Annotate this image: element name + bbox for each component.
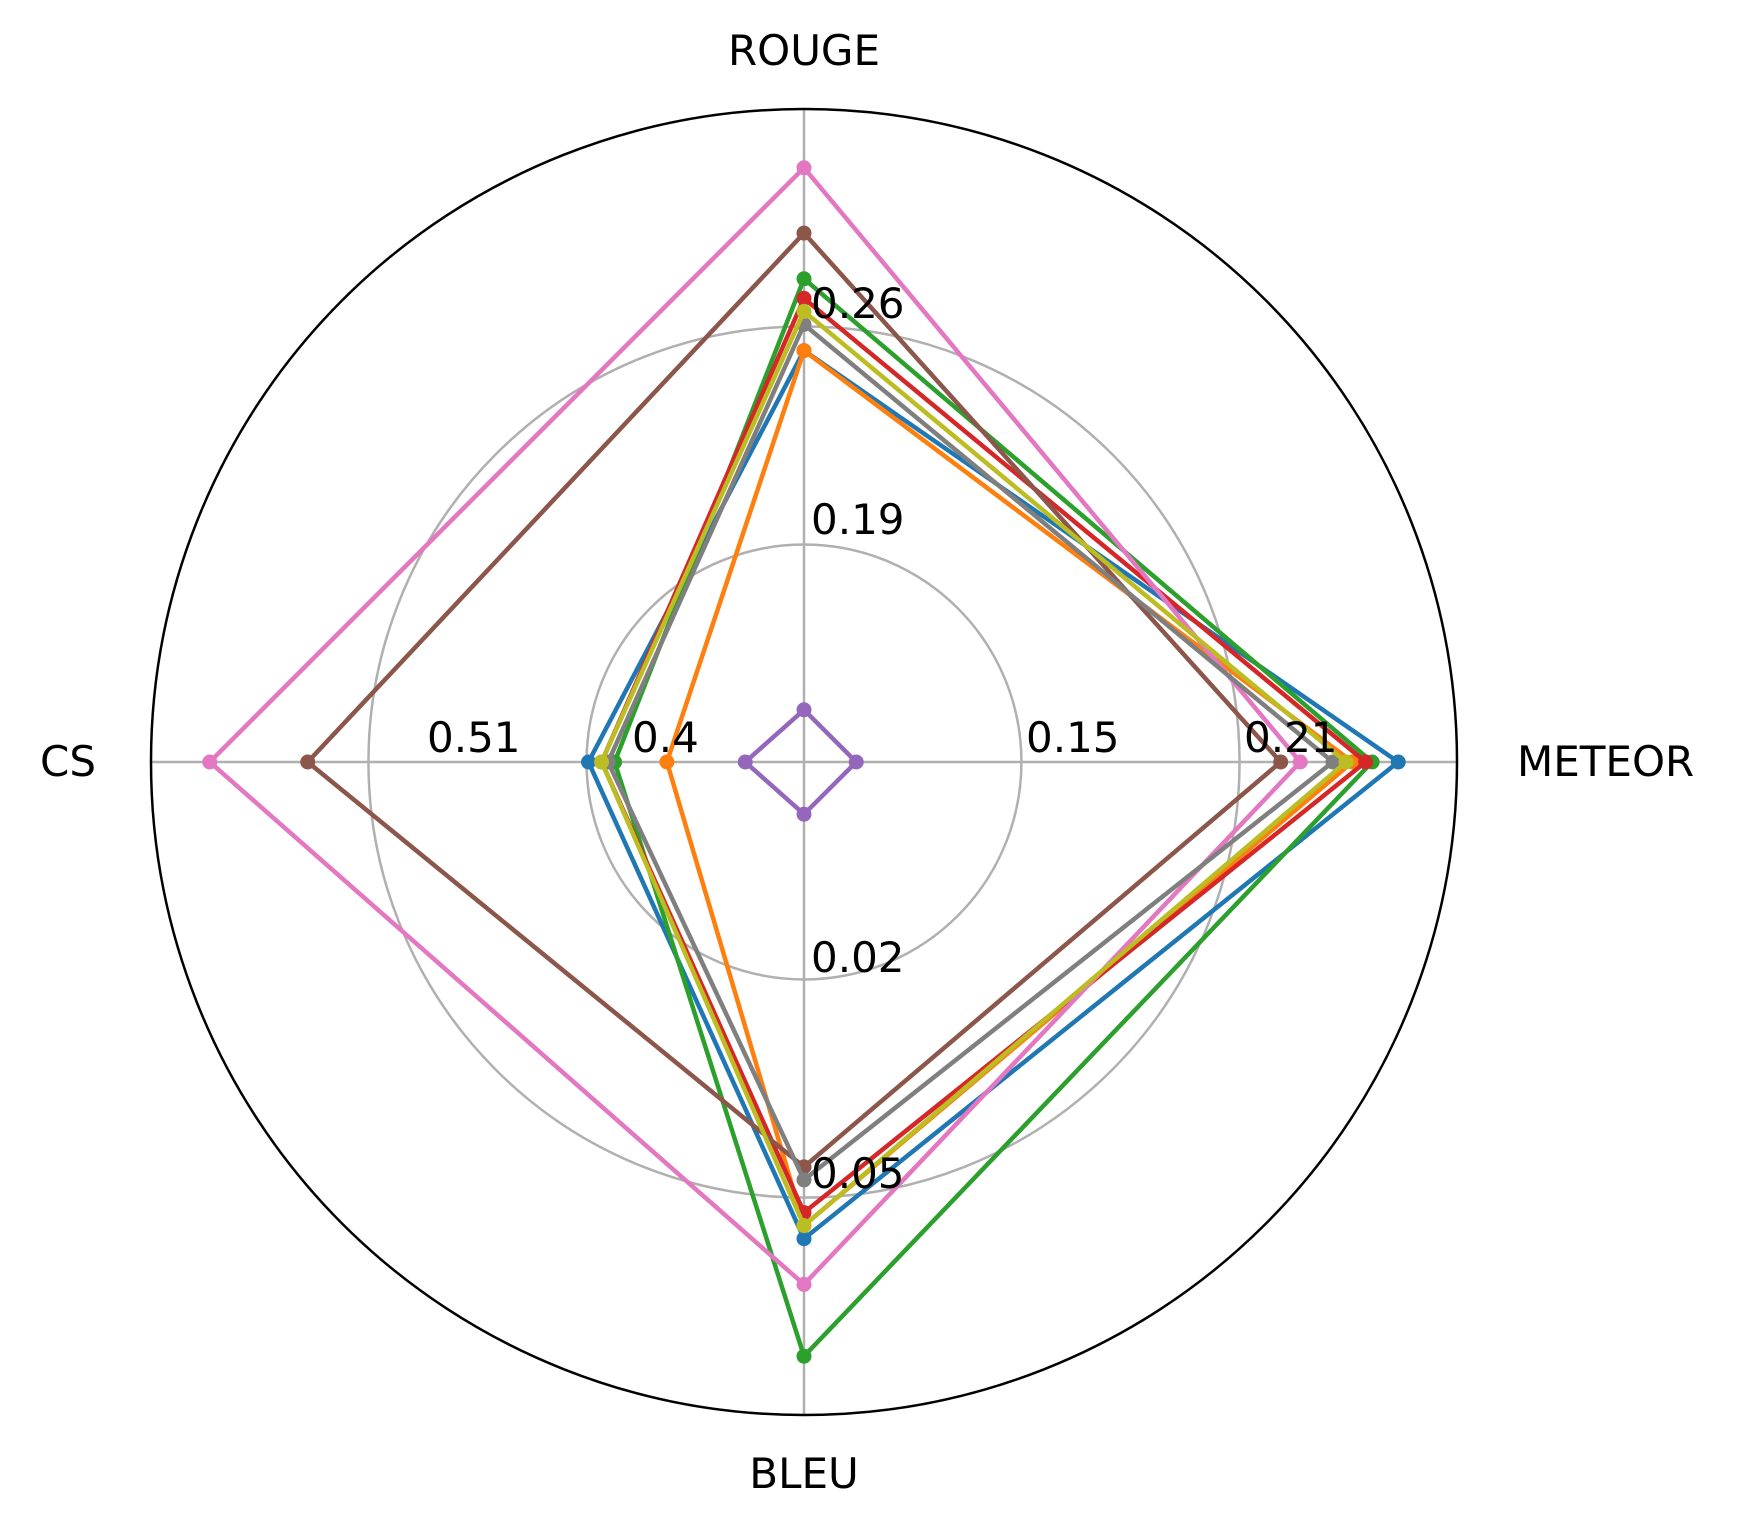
series-layer	[202, 160, 1406, 1364]
tick-label-meteor-2: 0.21	[1244, 713, 1338, 762]
axis-label-meteor: METEOR	[1517, 737, 1694, 786]
outer-frame	[149, 107, 1459, 1417]
series-4-point-meteor	[1358, 754, 1374, 770]
tick-label-bleu-1: 0.02	[811, 933, 905, 982]
axis-label-bleu: BLEU	[749, 1449, 859, 1498]
tick-label-cs-2: 0.51	[427, 713, 521, 762]
axis-labels: METEOR ROUGE CS BLEU	[40, 26, 1694, 1498]
series-5	[737, 702, 864, 822]
series-5-point-rouge	[796, 702, 812, 718]
series-3-point-bleu	[796, 1348, 812, 1364]
series-5-point-bleu	[796, 806, 812, 822]
series-8-line	[605, 320, 1337, 1184]
series-9	[594, 303, 1354, 1234]
axis-label-rouge: ROUGE	[728, 26, 880, 75]
series-1-point-bleu	[796, 1231, 812, 1247]
tick-label-cs-1: 0.4	[632, 713, 699, 762]
series-1-point-meteor	[1390, 754, 1406, 770]
series-2-point-rouge	[796, 343, 812, 359]
series-7-point-rouge	[796, 160, 812, 176]
series-6-point-meteor	[1273, 754, 1289, 770]
series-1-point-cs	[581, 754, 597, 770]
series-9-line	[599, 307, 1350, 1230]
tick-label-rouge-2: 0.26	[811, 279, 905, 328]
series-9-point-bleu	[796, 1218, 812, 1234]
series-9-point-cs	[594, 754, 610, 770]
series-4-point-rouge	[796, 290, 812, 306]
series-7-point-cs	[202, 754, 218, 770]
series-7-point-bleu	[796, 1276, 812, 1292]
series-6-point-rouge	[796, 225, 812, 241]
series-8-point-bleu	[796, 1172, 812, 1188]
tick-label-rouge-1: 0.19	[811, 495, 905, 544]
series-6-point-cs	[300, 754, 316, 770]
axis-label-cs: CS	[40, 737, 96, 786]
series-7-point-meteor	[1292, 754, 1308, 770]
tick-label-bleu-2: 0.05	[811, 1149, 905, 1198]
series-9-point-meteor	[1338, 754, 1354, 770]
series-2-point-cs	[659, 754, 675, 770]
tick-label-meteor-1: 0.15	[1026, 713, 1120, 762]
series-3-point-rouge	[796, 271, 812, 287]
series-5-point-meteor	[848, 754, 864, 770]
series-5-point-cs	[737, 754, 753, 770]
series-9-point-rouge	[796, 303, 812, 319]
series-7	[202, 160, 1308, 1292]
series-8-point-meteor	[1325, 754, 1341, 770]
tick-labels: 0.19 0.26 0.15 0.21 0.4 0.51 0.02 0.05	[427, 279, 1338, 1198]
